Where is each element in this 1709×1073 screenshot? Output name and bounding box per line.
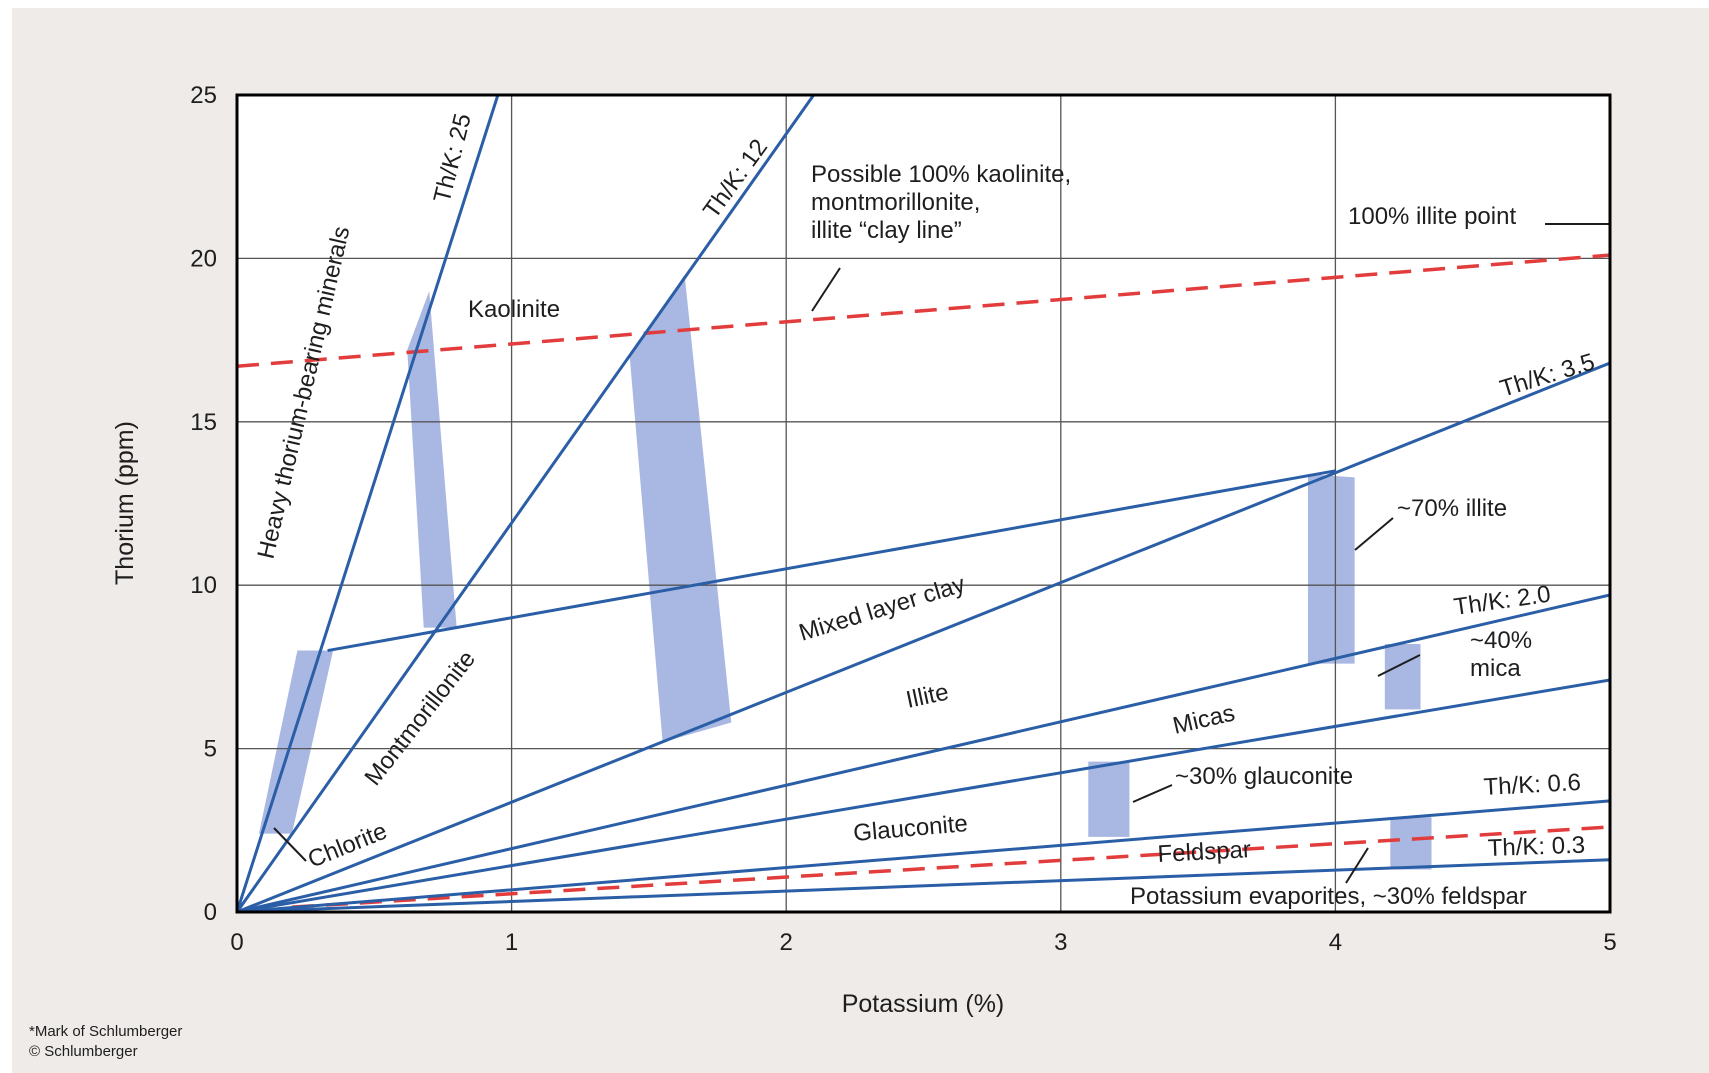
label-kaolinite: Kaolinite	[468, 296, 560, 323]
y-tick-label: 15	[190, 409, 217, 436]
clay-line-leader	[811, 267, 841, 312]
illite-70-leader	[1354, 517, 1394, 551]
x-tick-label: 5	[1603, 929, 1616, 956]
ratio-line-12	[237, 95, 815, 912]
mica-40-leader	[1377, 654, 1421, 677]
label-potassium-evaporites: Potassium evaporites, ~30% feldspar	[1130, 883, 1527, 910]
y-tick-label: 20	[190, 245, 217, 272]
label-glauconite-30: ~30% glauconite	[1175, 763, 1353, 790]
x-axis-title: Potassium (%)	[842, 990, 1005, 1018]
label-clay-line-1: Possible 100% kaolinite,	[811, 161, 1071, 188]
x-tick-label: 3	[1054, 929, 1067, 956]
clay-line	[237, 253, 1610, 368]
y-tick-label: 10	[190, 572, 217, 599]
shaded-band-6	[1088, 761, 1130, 837]
y-tick-label: 25	[190, 82, 217, 109]
label-mica-40-line2: mica	[1470, 655, 1521, 682]
x-tick-label: 1	[505, 929, 518, 956]
y-tick-label: 5	[204, 736, 217, 763]
ratio-line-3-5	[237, 361, 1610, 912]
shaded-band-7	[1390, 817, 1432, 870]
footer-copyright: © Schlumberger	[29, 1043, 138, 1060]
label-illite-70: ~70% illite	[1397, 495, 1507, 522]
ratio-line-0-3	[237, 858, 1610, 912]
mixed-layer-boundary-line	[327, 469, 1336, 653]
label-illite-point: 100% illite point	[1348, 203, 1516, 230]
x-tick-label: 4	[1329, 929, 1342, 956]
shaded-band-4	[1307, 474, 1355, 664]
plot-frame	[235, 93, 1612, 914]
ratio-line-2-0	[237, 593, 1610, 912]
glauconite-30-leader	[1132, 784, 1173, 803]
y-tick-label: 0	[204, 899, 217, 926]
label-th-k-0-6: Th/K: 0.6	[1483, 769, 1582, 801]
ratio-line-25	[237, 95, 500, 912]
feldspar-dashed-line	[291, 825, 1610, 909]
label-clay-line-2: montmorillonite,	[811, 189, 980, 216]
x-tick-label: 0	[230, 929, 243, 956]
label-th-k-0-3: Th/K: 0.3	[1487, 832, 1585, 862]
plot-area	[237, 95, 1610, 912]
evaporites-leader	[1345, 847, 1369, 884]
label-feldspar: Feldspar	[1157, 836, 1252, 868]
label-clay-line-3: illite “clay line”	[811, 217, 962, 244]
label-mica-40-line1: ~40%	[1470, 627, 1532, 654]
unlabeled-ratio-line	[237, 678, 1610, 912]
shaded-band-3	[629, 274, 732, 743]
shaded-band-5	[1384, 644, 1421, 710]
x-tick-label: 2	[780, 929, 793, 956]
ratio-line-0-6	[237, 799, 1610, 912]
y-axis-title: Thorium (ppm)	[111, 421, 139, 585]
chlorite-leader	[273, 827, 307, 862]
shaded-band-2	[407, 291, 457, 628]
footer-trademark: *Mark of Schlumberger	[29, 1023, 182, 1040]
